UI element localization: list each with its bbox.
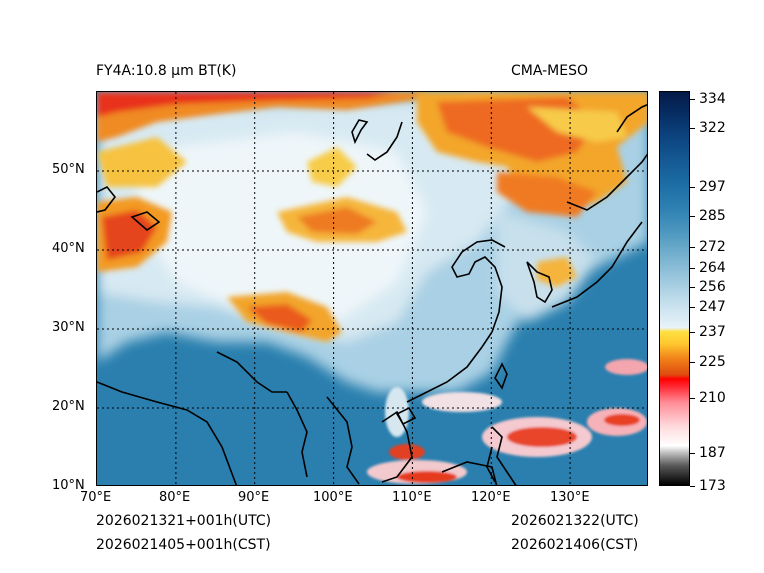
model-name: CMA-MESO [511,63,589,79]
lon-label-130e: 130°E [550,490,590,505]
colorbar-label-256: 256 [699,279,726,295]
map-canvas [97,92,647,485]
lat-label-40n: 40°N [52,241,85,256]
lon-label-120e: 120°E [471,490,511,505]
colorbar-label-210: 210 [699,390,726,406]
colorbar-tick [690,453,695,454]
colorbar-label-322: 322 [699,120,726,136]
colorbar [659,91,690,486]
colorbar-label-272: 272 [699,239,726,255]
colorbar-label-247: 247 [699,299,726,315]
forecast-time-utc: 2026021321+001h(UTC) [96,513,272,529]
lon-label-80e: 80°E [159,490,191,505]
korea-cloud [537,257,577,287]
lat-label-50n: 50°N [52,162,85,177]
lat-label-20n: 20°N [52,399,85,414]
observation-time-utc: 2026021322(UTC) [511,513,639,529]
colorbar-label-264: 264 [699,260,726,276]
colorbar-tick [690,362,695,363]
coastlines [97,103,647,485]
colorbar-label-297: 297 [699,179,726,195]
map-title: FY4A:10.8 μm BT(K) [96,63,237,79]
colorbar-tick [690,99,695,100]
colorbar-tick [690,307,695,308]
colorbar-label-285: 285 [699,208,726,224]
lat-label-10n: 10°N [52,478,85,493]
observation-time-cst: 2026021406(CST) [511,537,639,553]
colorbar-label-173: 173 [699,478,726,494]
graticule [97,92,647,485]
lon-label-90e: 90°E [238,490,270,505]
lon-label-110e: 110°E [392,490,432,505]
colorbar-tick [690,268,695,269]
colorbar-tick [690,187,695,188]
colorbar-tick [690,287,695,288]
colorbar-tick [690,128,695,129]
lat-label-30n: 30°N [52,320,85,335]
colorbar-tick [690,216,695,217]
colorbar-label-334: 334 [699,91,726,107]
tropical-convection [367,359,647,484]
colorbar-label-237: 237 [699,324,726,340]
northwest-cloud [97,92,427,272]
mongolia-cloud [277,147,407,242]
forecast-time-cst: 2026021405+001h(CST) [96,537,271,553]
colorbar-tick [690,398,695,399]
lon-label-70e: 70°E [80,490,112,505]
colorbar-tick [690,332,695,333]
satellite-map [96,91,648,486]
colorbar-tick [690,486,695,487]
colorbar-label-187: 187 [699,445,726,461]
northeast-cloud [417,92,647,217]
colorbar-tick [690,247,695,248]
colorbar-label-225: 225 [699,354,726,370]
lon-label-100e: 100°E [313,490,353,505]
